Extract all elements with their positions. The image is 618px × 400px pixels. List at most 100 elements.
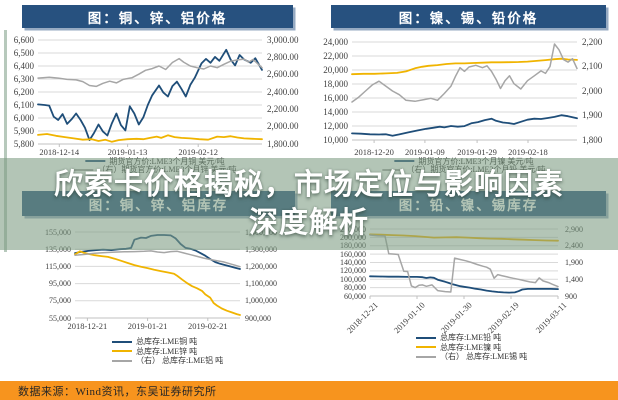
y-axis-tick-label: 6,500: [13, 47, 34, 58]
y-axis-tick-label: 1,200,000: [245, 261, 277, 271]
y-axis-tick-label: 115,000: [45, 261, 71, 271]
y-axis-tick-label: 1,000,000: [245, 296, 277, 306]
series-line-lme-copper-price: [37, 48, 263, 141]
y-axis-tick-label: 2,400.00: [267, 86, 299, 97]
legend-label: 总库存:LME镍 吨: [440, 342, 502, 352]
y-axis-tick-label: 22,000: [323, 50, 348, 61]
series-line-lme-tin-price: [351, 57, 578, 76]
legend-line-swatch: [416, 355, 436, 358]
legend-label: （右） 总库存:LME铝 吨: [136, 356, 224, 365]
plot-area: [37, 39, 263, 147]
legend-label: 总库存:LME铅 吨: [440, 333, 502, 342]
legend-entry: 总库存:LME锌 吨: [112, 347, 197, 356]
headline-line-2: 深度解析: [248, 207, 369, 239]
y-axis-tick-label: 6,400: [13, 60, 34, 71]
x-axis-label: 2019-02-12: [178, 147, 218, 157]
x-axis-label: 2019-01-29: [457, 147, 497, 157]
y-axis-tick-label: 10,000: [323, 134, 348, 145]
y-axis-tick-label: 2,600.00: [267, 69, 299, 80]
legend-entry: （右） 总库存:LME锡 吨: [416, 352, 527, 361]
x-axis-label: 2018-12-14: [39, 147, 80, 157]
legend-entry: 总库存:LME镍 吨: [416, 343, 501, 352]
y-axis-tick-label: 95,000: [49, 279, 71, 289]
x-axis-label: 2019-01-30: [438, 300, 475, 336]
y-axis-tick-label: 24,000: [323, 36, 348, 47]
headline-banner-overlay: 欣索卡价格揭秘，市场定位与影响因素 深度解析: [0, 158, 618, 250]
y-axis-tick-label: 5,800: [13, 138, 34, 149]
legend-line-swatch: [416, 336, 436, 339]
y-axis-tick-label: 900,000: [245, 313, 271, 323]
y-axis-tick-label: 2,200: [582, 36, 603, 47]
y-axis-tick-label: 6,300: [13, 73, 34, 84]
x-axis-label: 2019-01-13: [107, 147, 148, 157]
series-line-lme-zinc-price-right: [37, 57, 263, 88]
legend-line-swatch: [112, 340, 132, 343]
series-line-lme-tin-stock-right: [369, 234, 559, 293]
legend-entry: 总库存:LME铅 吨: [416, 333, 501, 342]
y-axis-tick-label: 5,900: [13, 125, 34, 136]
legend-label: 总库存:LME锌 吨: [136, 346, 198, 356]
x-axis-label: 2019-01-21: [127, 321, 168, 331]
legend-entry: 总库存:LME铜 吨: [112, 337, 197, 346]
y-axis-tick-label: 160,000: [340, 249, 366, 259]
y-axis-tick-label: 120,000: [340, 266, 366, 276]
y-axis-tick-label: 1,800: [582, 134, 603, 145]
chart-title: 图：镍、锡、铅价格: [398, 10, 539, 26]
y-axis-tick-label: 3,000.00: [267, 34, 299, 45]
series-line-lme-aluminum-price-right: [37, 133, 263, 143]
legend-line-swatch: [112, 359, 132, 362]
y-axis-tick-label: 6,100: [13, 99, 34, 110]
y-axis-tick-label: 100,000: [340, 274, 366, 284]
y-axis-tick-label: 16,000: [323, 92, 348, 103]
chart-title: 图：铜、锌、铝价格: [87, 10, 228, 26]
y-axis-tick-label: 6,600: [13, 34, 34, 45]
y-axis-tick-label: 12,000: [323, 120, 348, 131]
legend-entry: （右） 总库存:LME铝 吨: [112, 356, 223, 365]
chart-title-bar: 图：铜、锌、铝价格: [22, 5, 293, 28]
y-axis-tick-label: 80,000: [344, 283, 366, 293]
y-axis-tick-label: 140,000: [340, 258, 366, 267]
series-line-lme-aluminum-stock-right: [74, 250, 241, 268]
x-axis-label: 2019-01-10: [391, 300, 428, 336]
data-source-note: 数据来源：Wind资讯，东吴证券研究所: [18, 385, 217, 398]
y-axis-tick-label: 18,000: [323, 78, 348, 89]
x-axis-label: 2019-01-09: [405, 147, 445, 157]
left-accent-stripe: [4, 30, 7, 252]
plot-area: [74, 231, 241, 321]
x-axis-label: 2019-03-11: [533, 300, 569, 335]
y-axis-tick-label: 14,000: [323, 106, 348, 117]
y-axis-tick-label: 1,100,000: [245, 279, 277, 289]
legend-line-swatch: [416, 346, 436, 348]
headline-line-1: 欣索卡价格揭秘，市场定位与影响因素: [53, 169, 564, 201]
y-axis-tick-label: 2,200.00: [267, 103, 299, 114]
x-axis-label: 2019-02-19: [485, 300, 522, 336]
y-axis-tick-label: 6,000: [13, 112, 34, 123]
x-axis-label: 2018-12-20: [354, 147, 394, 157]
y-axis-tick-label: 1,900: [582, 110, 603, 120]
x-axis-label: 2019-02-21: [187, 321, 228, 331]
y-axis-tick-label: 2,000: [582, 85, 603, 96]
x-axis-label: 2018-12-21: [344, 300, 381, 336]
y-axis-tick-label: 900: [565, 291, 577, 301]
series-line-lme-nickel-price: [351, 114, 578, 137]
series-line-lme-zinc-stock: [74, 250, 241, 316]
footer-bar: 数据来源：Wind资讯，东吴证券研究所: [0, 381, 618, 400]
y-axis-tick-label: 1,800.00: [267, 138, 299, 149]
legend-label: 总库存:LME铜 吨: [136, 337, 198, 346]
series-line-lme-lead-stock: [369, 275, 559, 294]
legend-line-swatch: [112, 350, 132, 352]
plot-area: [351, 41, 578, 143]
y-axis-tick-label: 75,000: [49, 296, 71, 306]
legend-label: （右） 总库存:LME锡 吨: [440, 352, 528, 361]
x-axis-label: 2019-02-18: [508, 147, 548, 157]
chart-title-bar: 图：镍、锡、铅价格: [331, 5, 606, 28]
y-axis-tick-label: 2,800.00: [267, 51, 299, 62]
y-axis-tick-label: 2,100: [582, 61, 603, 71]
y-axis-tick-label: 20,000: [323, 64, 348, 75]
y-axis-tick-label: 6,200: [13, 86, 34, 97]
y-axis-tick-label: 55,000: [49, 313, 71, 323]
y-axis-tick-label: 60,000: [344, 291, 366, 301]
y-axis-tick-label: 1,400: [565, 274, 583, 284]
